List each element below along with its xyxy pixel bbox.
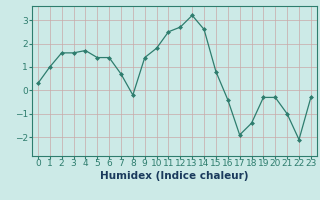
X-axis label: Humidex (Indice chaleur): Humidex (Indice chaleur) — [100, 171, 249, 181]
